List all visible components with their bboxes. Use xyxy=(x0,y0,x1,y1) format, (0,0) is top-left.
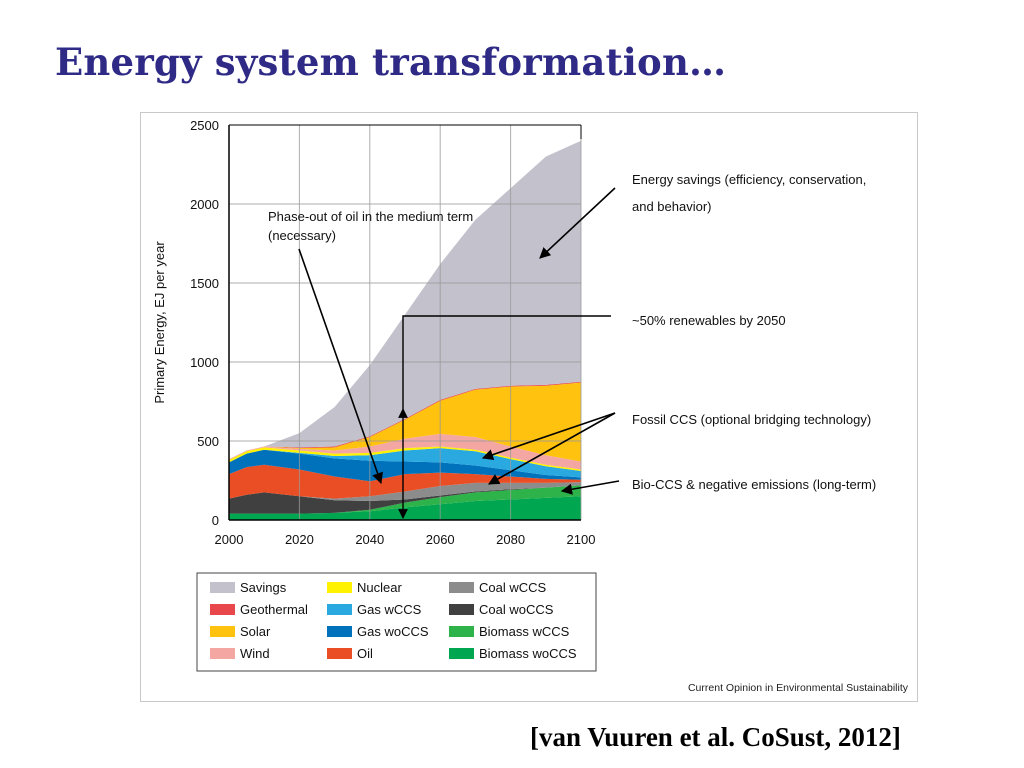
slide-title: Energy system transformation… xyxy=(55,40,727,84)
y-tick-label-2500: 2500 xyxy=(190,118,219,133)
legend-swatch-coal-woccs xyxy=(449,604,474,615)
legend-swatch-biomass-wccs xyxy=(449,626,474,637)
legend-swatch-nuclear xyxy=(327,582,352,593)
legend-label-gas-woccs: Gas woCCS xyxy=(357,624,429,639)
area-wind xyxy=(229,433,581,470)
legend-label-savings: Savings xyxy=(240,580,287,595)
legend-label-coal-woccs: Coal woCCS xyxy=(479,602,554,617)
legend-swatch-coal-wccs xyxy=(449,582,474,593)
x-tick-label-2020: 2020 xyxy=(285,532,314,547)
y-tick-label-2000: 2000 xyxy=(190,197,219,212)
citation: [van Vuuren et al. CoSust, 2012] xyxy=(530,722,901,752)
annotation-renewables-line-1: ~50% renewables by 2050 xyxy=(632,313,786,328)
area-nuclear xyxy=(229,446,581,472)
legend-box xyxy=(196,572,597,672)
legend-label-wind: Wind xyxy=(240,646,270,661)
legend-swatch-gas-wccs xyxy=(327,604,352,615)
y-tick-label-0: 0 xyxy=(212,513,219,528)
annotation-oil-line-1: Phase-out of oil in the medium term xyxy=(268,209,473,224)
y-tick-label-1500: 1500 xyxy=(190,276,219,291)
area-biomass-wccs xyxy=(229,485,581,514)
legend-swatch-biomass-woccs xyxy=(449,648,474,659)
y-axis-label: Primary Energy, EJ per year xyxy=(152,241,167,404)
legend-label-biomass-woccs: Biomass woCCS xyxy=(479,646,577,661)
annotation-fossil-ccs-line-1: Fossil CCS (optional bridging technology… xyxy=(632,412,871,427)
renewables-bracket xyxy=(402,315,611,409)
legend-swatch-oil xyxy=(327,648,352,659)
legend-swatch-savings xyxy=(210,582,235,593)
legend-label-coal-wccs: Coal wCCS xyxy=(479,580,547,595)
annotation-savings-line-2: and behavior) xyxy=(632,199,712,214)
legend-label-solar: Solar xyxy=(240,624,271,639)
area-savings xyxy=(229,140,581,460)
x-tick-label-2100: 2100 xyxy=(567,532,596,547)
legend-label-gas-wccs: Gas wCCS xyxy=(357,602,422,617)
y-tick-label-1000: 1000 xyxy=(190,355,219,370)
legend-label-geothermal: Geothermal xyxy=(240,602,308,617)
energy-area-chart: 2000 2020 2040 2060 2080 2100 0 500 1000 1500 2000… xyxy=(152,118,909,694)
x-tick-label-2080: 2080 xyxy=(496,532,525,547)
arrow-oil xyxy=(298,248,383,485)
legend-label-biomass-wccs: Biomass wCCS xyxy=(479,624,570,639)
legend-swatch-wind xyxy=(210,648,235,659)
x-tick-label-2060: 2060 xyxy=(426,532,455,547)
annotation-bioccs-line-1: Bio-CCS & negative emissions (long-term) xyxy=(632,477,876,492)
legend-swatch-geothermal xyxy=(210,604,235,615)
arrow-fossil-ccs-coal xyxy=(488,412,616,485)
x-tick-label-2000: 2000 xyxy=(215,532,244,547)
legend-label-oil: Oil xyxy=(357,646,373,661)
x-tick-label-2040: 2040 xyxy=(355,532,384,547)
legend-label-nuclear: Nuclear xyxy=(357,580,402,595)
annotation-savings-line-1: Energy savings (efficiency, conservation… xyxy=(632,172,866,187)
arrow-savings xyxy=(539,187,616,259)
annotation-oil-line-2: (necessary) xyxy=(268,228,336,243)
legend-swatch-gas-woccs xyxy=(327,626,352,637)
y-tick-label-500: 500 xyxy=(197,434,219,449)
legend-swatch-solar xyxy=(210,626,235,637)
arrow-bioccs xyxy=(560,480,620,495)
arrow-fossil-ccs-gas xyxy=(481,412,616,461)
figure-panel: 2000 2020 2040 2060 2080 2100 0 500 1000 1500 2000… xyxy=(140,112,918,702)
journal-credit: Current Opinion in Environmental Sustain… xyxy=(688,682,909,694)
